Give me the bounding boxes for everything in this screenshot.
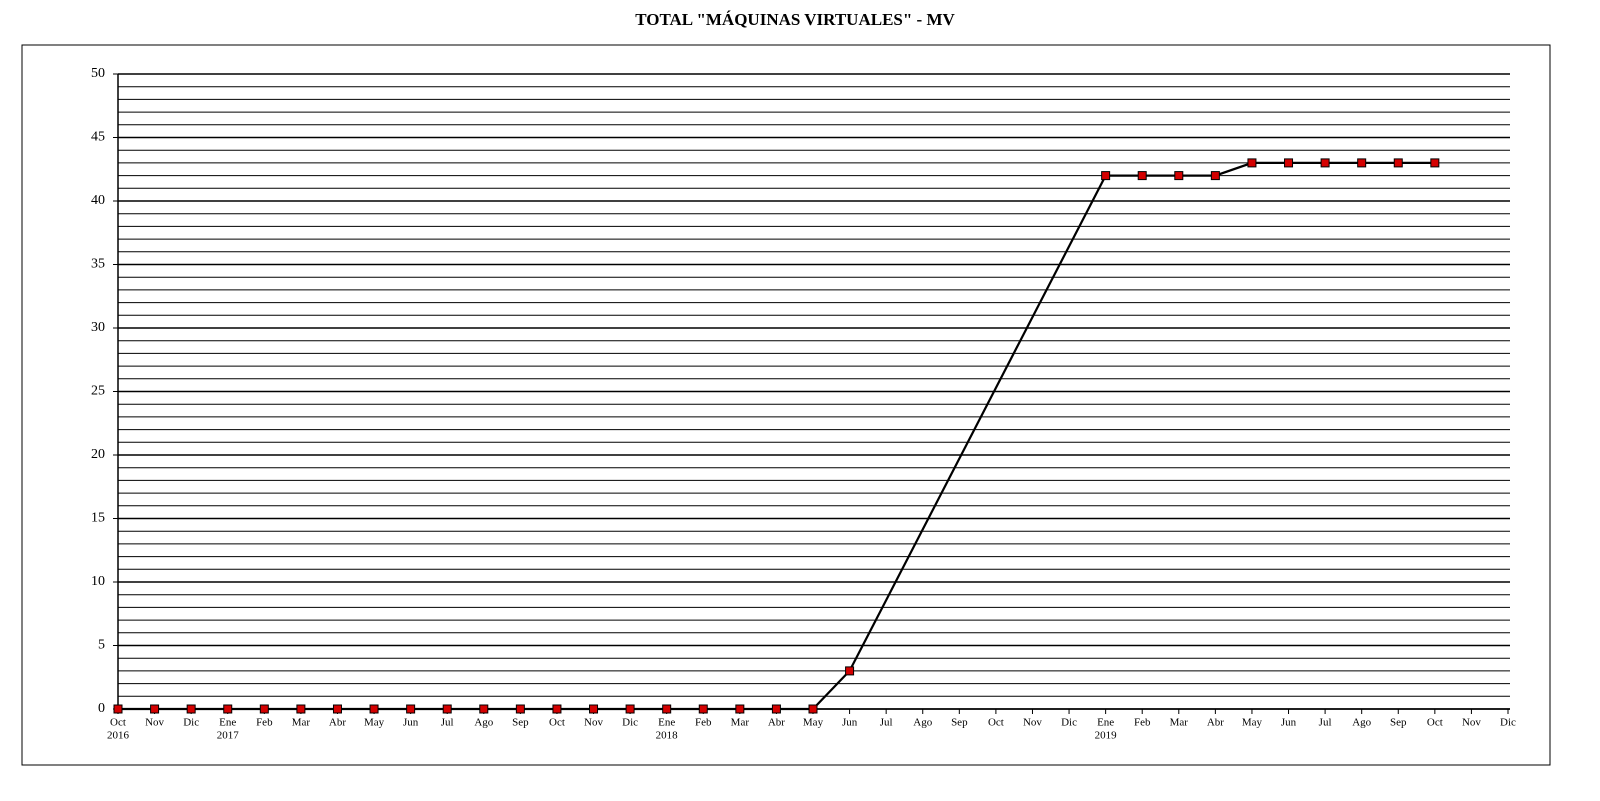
data-point xyxy=(1430,158,1440,168)
y-tick-label: 15 xyxy=(91,511,105,526)
data-point xyxy=(1320,158,1330,168)
x-tick-label: Feb xyxy=(256,717,273,729)
x-tick-label: May xyxy=(803,717,824,729)
y-tick-label: 40 xyxy=(91,193,105,208)
x-tick-label: Ago xyxy=(913,717,932,729)
x-tick-label: Nov xyxy=(145,717,164,729)
data-point xyxy=(1174,171,1184,181)
data-point xyxy=(296,704,306,714)
data-point xyxy=(113,704,123,714)
x-tick-label: Jun xyxy=(842,717,858,729)
y-tick-label: 5 xyxy=(98,638,105,653)
x-tick-label: Mar xyxy=(292,717,311,729)
x-tick-label: Oct xyxy=(988,717,1004,729)
y-tick-label: 0 xyxy=(98,701,105,716)
data-point xyxy=(1210,171,1220,181)
x-tick-label: Jul xyxy=(1319,717,1332,729)
data-point xyxy=(662,704,672,714)
x-tick-label: Sep xyxy=(951,717,968,729)
data-point xyxy=(1137,171,1147,181)
chart-title: TOTAL "MÁQUINAS VIRTUALES" - MV xyxy=(635,10,955,29)
y-tick-label: 45 xyxy=(91,130,105,145)
data-point xyxy=(369,704,379,714)
data-point xyxy=(771,704,781,714)
data-point xyxy=(625,704,635,714)
x-tick-label: Dic xyxy=(1500,717,1516,729)
data-point xyxy=(150,704,160,714)
data-point xyxy=(406,704,416,714)
x-tick-label: Oct xyxy=(110,717,126,729)
data-point xyxy=(515,704,525,714)
x-tick-label: Mar xyxy=(1170,717,1189,729)
y-tick-label: 25 xyxy=(91,384,105,399)
x-year-label: 2016 xyxy=(107,730,130,742)
x-tick-label: Jun xyxy=(403,717,419,729)
x-tick-label: Ene xyxy=(219,717,236,729)
data-point xyxy=(186,704,196,714)
x-tick-label: Nov xyxy=(1462,717,1481,729)
x-tick-label: Abr xyxy=(768,717,785,729)
data-point xyxy=(1101,171,1111,181)
x-tick-label: Nov xyxy=(584,717,603,729)
chart-frame xyxy=(21,44,1551,766)
x-tick-label: Abr xyxy=(329,717,346,729)
x-tick-label: Ago xyxy=(1352,717,1371,729)
x-tick-label: Ene xyxy=(658,717,675,729)
data-point xyxy=(735,704,745,714)
data-point xyxy=(1284,158,1294,168)
x-tick-label: Jul xyxy=(441,717,454,729)
x-tick-label: Ago xyxy=(474,717,493,729)
x-tick-label: Mar xyxy=(731,717,750,729)
data-point xyxy=(479,704,489,714)
y-tick-label: 10 xyxy=(91,574,105,589)
x-tick-label: Nov xyxy=(1023,717,1042,729)
y-tick-label: 20 xyxy=(91,447,105,462)
x-tick-label: May xyxy=(364,717,385,729)
data-point xyxy=(552,704,562,714)
x-year-label: 2017 xyxy=(217,730,240,742)
data-point xyxy=(442,704,452,714)
data-point xyxy=(845,666,855,676)
x-tick-label: Oct xyxy=(549,717,565,729)
data-point xyxy=(259,704,269,714)
x-tick-label: Feb xyxy=(1134,717,1151,729)
data-point xyxy=(1247,158,1257,168)
y-tick-label: 50 xyxy=(91,66,105,81)
series-line xyxy=(118,161,1435,711)
x-tick-label: Sep xyxy=(1390,717,1407,729)
data-point xyxy=(1357,158,1367,168)
data-point xyxy=(1393,158,1403,168)
x-year-label: 2018 xyxy=(656,730,679,742)
data-point xyxy=(808,704,818,714)
x-tick-label: Oct xyxy=(1427,717,1443,729)
x-tick-label: Dic xyxy=(622,717,638,729)
x-tick-label: Dic xyxy=(1061,717,1077,729)
data-point xyxy=(223,704,233,714)
x-tick-label: Ene xyxy=(1097,717,1114,729)
x-tick-label: Dic xyxy=(183,717,199,729)
data-point xyxy=(698,704,708,714)
x-tick-label: Feb xyxy=(695,717,712,729)
y-tick-label: 35 xyxy=(91,257,105,272)
x-tick-label: Sep xyxy=(512,717,529,729)
y-tick-label: 30 xyxy=(91,320,105,335)
x-tick-label: May xyxy=(1242,717,1263,729)
data-point xyxy=(332,704,342,714)
x-tick-label: Jun xyxy=(1281,717,1297,729)
x-tick-label: Abr xyxy=(1207,717,1224,729)
x-tick-label: Jul xyxy=(880,717,893,729)
x-year-label: 2019 xyxy=(1095,730,1118,742)
data-point xyxy=(589,704,599,714)
